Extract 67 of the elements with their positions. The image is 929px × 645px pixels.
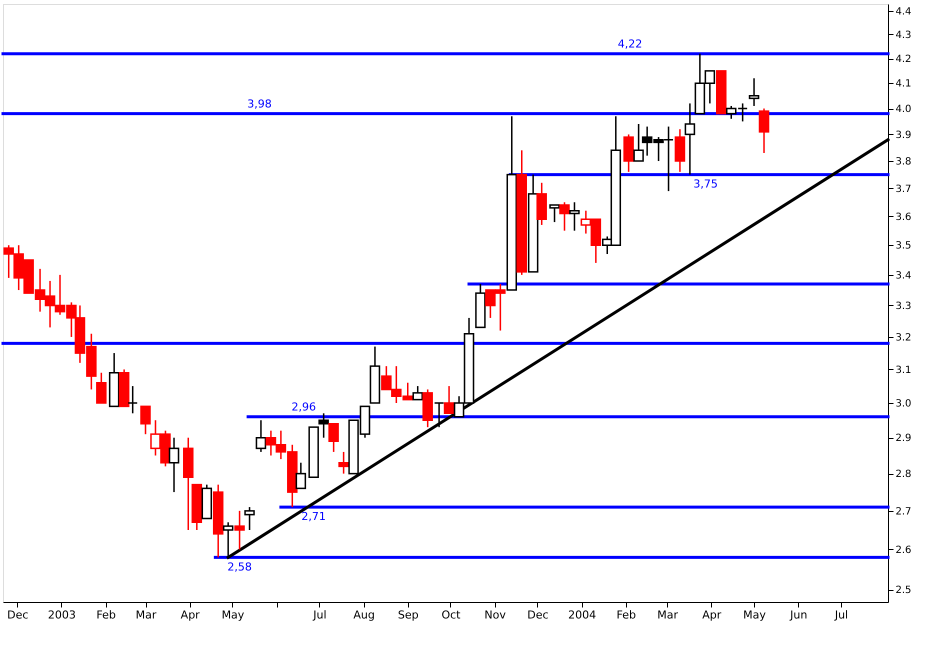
x-tick-label: 2003 xyxy=(48,608,76,622)
candlestick xyxy=(234,510,245,550)
annotation: 3,98 xyxy=(247,98,272,111)
y-tick-label: 4.0 xyxy=(896,104,912,116)
candlestick xyxy=(127,385,138,414)
y-tick-label: 2.7 xyxy=(896,506,912,518)
y-tick-label: 3.0 xyxy=(896,398,912,410)
annotation: 2,71 xyxy=(301,510,326,524)
candlestick xyxy=(328,422,339,453)
x-tick-label: Mar xyxy=(657,608,678,622)
annotation: 2,96 xyxy=(291,400,316,414)
candlestick xyxy=(758,108,770,154)
x-tick-label: 2004 xyxy=(568,608,596,622)
y-tick-label: 3.9 xyxy=(896,130,912,141)
candlestick xyxy=(256,419,266,453)
candlestick xyxy=(434,402,444,428)
candlestick xyxy=(296,462,306,490)
y-tick-label: 4.4 xyxy=(896,6,912,18)
candlestick xyxy=(674,128,686,173)
candlestick xyxy=(748,78,760,107)
y-tick-label: 3.3 xyxy=(896,300,912,312)
candlestick xyxy=(140,406,151,435)
y-tick-label: 2.9 xyxy=(896,433,912,444)
candlestick xyxy=(684,102,696,176)
x-tick-label: Aug xyxy=(353,608,375,622)
candlestick xyxy=(559,202,570,232)
y-tick-label: 2.8 xyxy=(896,469,912,480)
x-tick-label: Feb xyxy=(96,608,116,622)
y-tick-label: 3.4 xyxy=(896,270,912,282)
x-tick-label: May xyxy=(743,608,766,622)
y-tick-label: 4.2 xyxy=(896,54,912,66)
y-tick-label: 3.8 xyxy=(896,156,912,168)
x-tick-label: Jul xyxy=(834,608,848,622)
annotation: 2,58 xyxy=(227,560,252,574)
candlestick xyxy=(168,436,180,493)
y-tick-label: 2.5 xyxy=(896,585,912,596)
y-tick-label: 3.1 xyxy=(896,364,912,376)
candlestick xyxy=(623,134,634,173)
x-tick-label: Dec xyxy=(7,608,28,622)
candlestick xyxy=(444,385,454,414)
x-tick-label: Jun xyxy=(789,608,808,622)
y-tick-label: 4.3 xyxy=(896,30,912,41)
x-tick-label: Dec xyxy=(527,608,549,622)
y-tick-label: 3.6 xyxy=(896,212,912,223)
x-tick-label: Nov xyxy=(484,608,506,622)
annotation: 4,22 xyxy=(618,38,642,51)
x-tick-label: Oct xyxy=(441,608,462,622)
x-tick-label: Mar xyxy=(136,608,157,622)
x-tick-label: Apr xyxy=(180,608,200,622)
y-tick-label: 2.6 xyxy=(896,544,912,556)
x-tick-label: Jul xyxy=(312,608,327,622)
candlestick xyxy=(338,451,349,474)
y-tick-label: 3.5 xyxy=(896,240,912,252)
candlestick xyxy=(633,123,644,162)
y-tick-label: 3.7 xyxy=(896,184,912,195)
candlestick xyxy=(318,412,329,438)
candlestick xyxy=(96,372,107,404)
y-tick-label: 3.2 xyxy=(896,332,912,344)
candlestick xyxy=(244,506,255,531)
x-tick-label: May xyxy=(222,608,245,622)
y-tick-label: 4.1 xyxy=(896,78,912,90)
x-tick-label: Apr xyxy=(702,608,722,622)
candlestick xyxy=(569,202,580,232)
annotation: 3,75 xyxy=(693,178,718,191)
x-tick-label: Sep xyxy=(398,608,419,622)
candlestick xyxy=(412,385,423,400)
x-tick-label: Feb xyxy=(616,608,636,622)
